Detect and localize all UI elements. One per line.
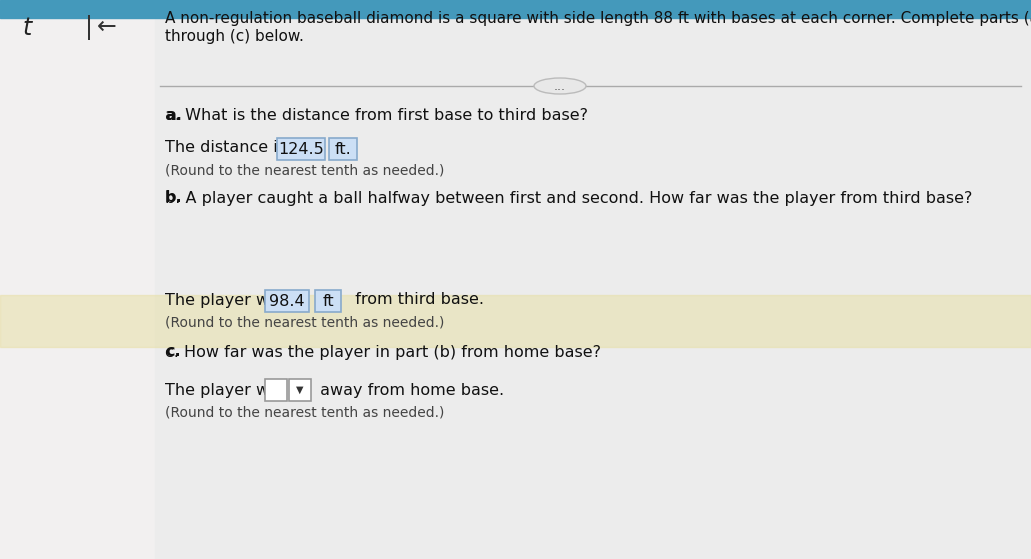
Text: ft.: ft. <box>335 141 352 157</box>
Text: 124.5: 124.5 <box>278 141 324 157</box>
Text: t: t <box>22 16 31 40</box>
Text: c.: c. <box>165 344 180 359</box>
Text: (Round to the nearest tenth as needed.): (Round to the nearest tenth as needed.) <box>165 163 444 177</box>
Bar <box>0 0 1031 18</box>
FancyBboxPatch shape <box>289 379 311 401</box>
Text: (Round to the nearest tenth as needed.): (Round to the nearest tenth as needed.) <box>165 316 444 330</box>
Text: through (c) below.: through (c) below. <box>165 29 304 44</box>
Text: The player was: The player was <box>165 292 293 307</box>
Text: ▼: ▼ <box>296 385 304 395</box>
FancyBboxPatch shape <box>265 379 287 401</box>
Text: b.: b. <box>165 191 182 206</box>
Text: $|\leftarrow$: $|\leftarrow$ <box>84 13 117 42</box>
Bar <box>0 0 155 559</box>
Text: The distance is: The distance is <box>165 140 291 155</box>
Text: ft: ft <box>322 293 334 309</box>
Text: from third base.: from third base. <box>345 292 484 307</box>
Text: b. A player caught a ball halfway between first and second. How far was the play: b. A player caught a ball halfway betwee… <box>165 191 972 206</box>
Text: The player was: The player was <box>165 382 293 397</box>
Text: c. How far was the player in part (b) from home base?: c. How far was the player in part (b) fr… <box>165 344 601 359</box>
Bar <box>0 295 1031 347</box>
Text: A non-regulation baseball diamond is a square with side length 88 ft with bases : A non-regulation baseball diamond is a s… <box>165 11 1031 26</box>
Text: ...: ... <box>554 79 566 92</box>
Ellipse shape <box>534 78 586 94</box>
Text: a. What is the distance from first base to third base?: a. What is the distance from first base … <box>165 107 588 122</box>
FancyBboxPatch shape <box>329 138 357 160</box>
Text: away from home base.: away from home base. <box>315 382 504 397</box>
Text: a.: a. <box>165 107 181 122</box>
FancyBboxPatch shape <box>315 290 341 312</box>
Text: (Round to the nearest tenth as needed.): (Round to the nearest tenth as needed.) <box>165 406 444 420</box>
FancyBboxPatch shape <box>265 290 309 312</box>
Bar <box>155 0 1031 559</box>
Text: 98.4: 98.4 <box>269 293 305 309</box>
FancyBboxPatch shape <box>277 138 325 160</box>
